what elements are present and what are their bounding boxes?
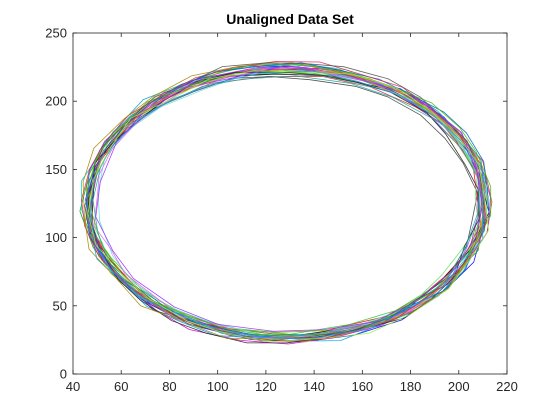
- x-tick-label: 60: [114, 379, 128, 394]
- series-outline-26: [95, 65, 483, 332]
- series-outline-29: [89, 70, 484, 340]
- axes-frame: [72, 32, 508, 375]
- x-tick-label: 200: [448, 379, 470, 394]
- x-tick-label: 140: [303, 379, 325, 394]
- x-tick-label: 80: [162, 379, 176, 394]
- chart-title: Unaligned Data Set: [226, 11, 354, 27]
- x-tick-label: 180: [400, 379, 422, 394]
- axes-box: [72, 32, 508, 375]
- y-tick-label: 50: [53, 298, 67, 313]
- x-tick-label: 100: [207, 379, 229, 394]
- series-layer: [79, 61, 493, 345]
- series-outline-30: [87, 70, 489, 342]
- plot-area: [73, 33, 507, 374]
- y-tick-label: 150: [45, 162, 67, 177]
- x-tick-label: 220: [496, 379, 518, 394]
- x-tick-label: 120: [255, 379, 277, 394]
- x-axis: 40 60 80 100 120 140 160 180 200 220: [66, 33, 518, 394]
- series-outline-23: [86, 63, 492, 336]
- series-outline-24: [81, 61, 488, 341]
- y-tick-label: 250: [45, 26, 67, 41]
- x-tick-label: 160: [351, 379, 373, 394]
- axes-background: [73, 33, 507, 374]
- x-tick-label: 40: [66, 379, 80, 394]
- series-outline-27: [82, 61, 485, 340]
- y-axis: 0 50 100 150 200 250: [45, 26, 507, 382]
- y-tick-label: 0: [60, 367, 67, 382]
- y-tick-label: 100: [45, 230, 67, 245]
- y-tick-label: 200: [45, 94, 67, 109]
